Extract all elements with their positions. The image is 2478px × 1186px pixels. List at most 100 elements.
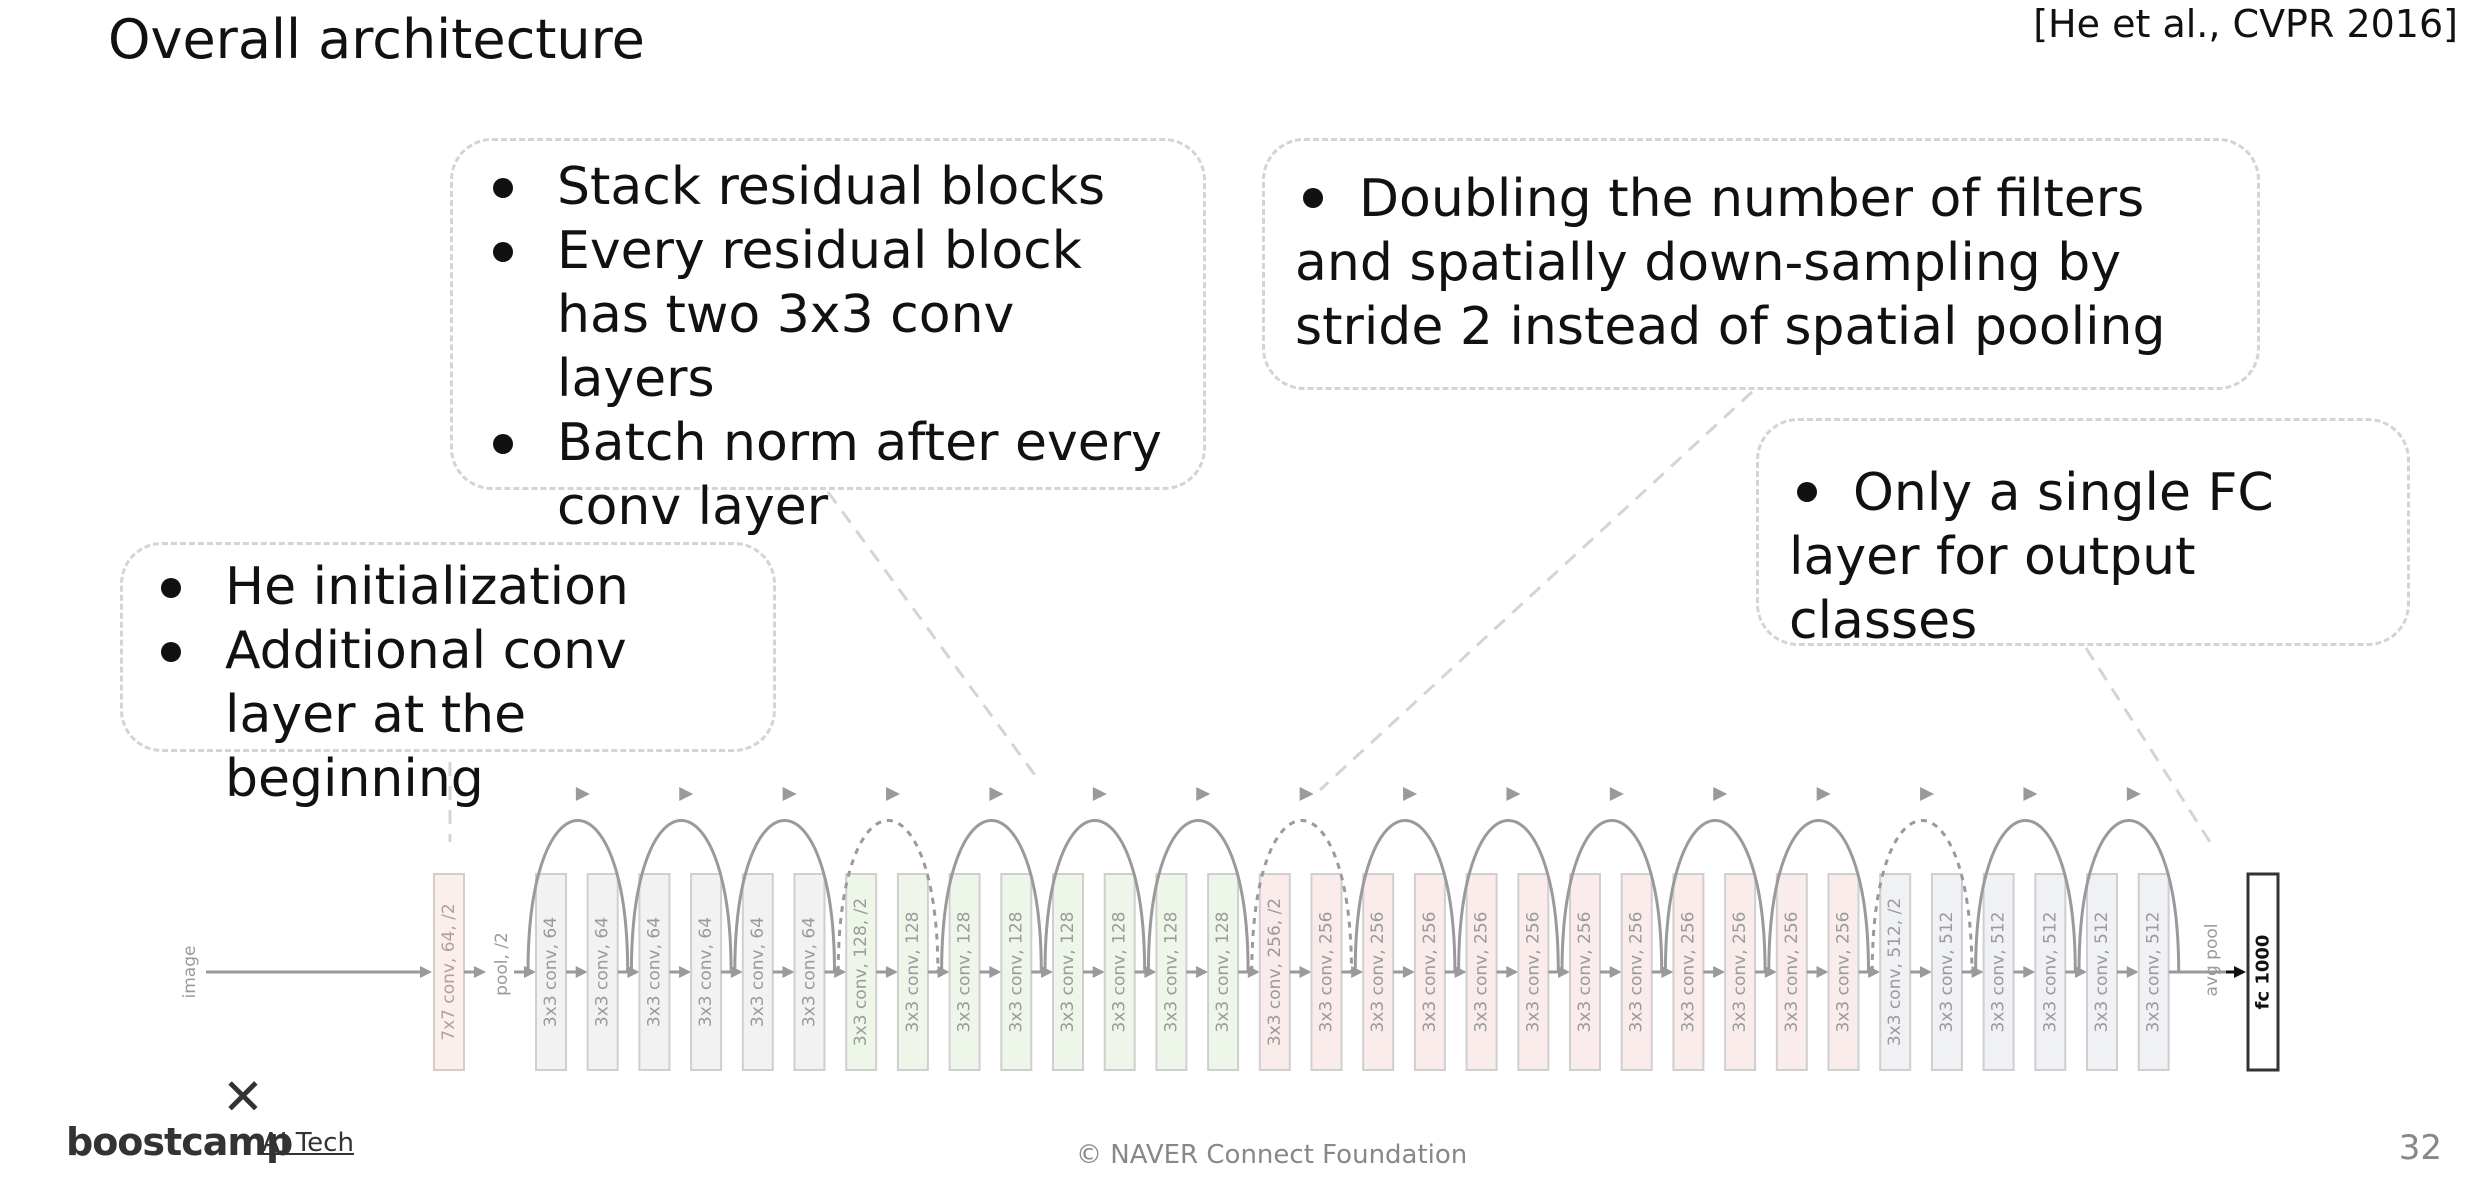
- layer-label: 3x3 conv, 512: [1989, 912, 2009, 1033]
- layer-label: 3x3 conv, 64: [541, 917, 561, 1027]
- slide-title: Overall architecture: [108, 8, 645, 71]
- skip-connection: [1560, 819, 1664, 973]
- skip-connection-dashed: [1250, 819, 1353, 973]
- boostcamp-logo-word: boostcamp: [66, 1120, 293, 1164]
- residual-item-3: Batch norm after every conv layer: [485, 411, 1183, 539]
- arrowhead-icon: [782, 787, 797, 801]
- layer-label: 3x3 conv, 64: [800, 917, 820, 1027]
- layer-label: 3x3 conv, 128: [1006, 912, 1026, 1033]
- arrowhead-icon: [782, 966, 795, 978]
- pool-label: pool, /2: [492, 932, 512, 996]
- skip-connection: [526, 819, 630, 973]
- bullet-icon: [1303, 188, 1323, 208]
- arrowhead-icon: [1299, 787, 1314, 801]
- layer-box: [1775, 873, 1808, 1071]
- layer-label: 3x3 conv, 256: [1627, 912, 1647, 1033]
- arrowhead-icon: [2023, 966, 2036, 978]
- callout-connectors: [448, 390, 2212, 843]
- arrowhead-icon: [420, 966, 432, 978]
- avg-pool-label: avg pool: [2202, 924, 2222, 997]
- skip-connection: [1043, 819, 1147, 973]
- layer-label: 3x3 conv, 256: [1420, 912, 1440, 1033]
- layer-box: [2137, 873, 2170, 1071]
- arrowhead-icon: [1196, 787, 1211, 801]
- skip-connection: [1457, 819, 1560, 973]
- layer-box: [1362, 873, 1395, 1071]
- downsampling-label: Doubling the number of filters and spati…: [1295, 169, 2166, 357]
- network-layers: image 7x7 conv, 64, /2 pool, /2 3x3 conv, 6…: [180, 787, 2280, 1072]
- layer-box: [1465, 873, 1498, 1071]
- downsampling-text: Doubling the number of filters and spati…: [1295, 167, 2233, 359]
- layer-label: 3x3 conv, 128: [955, 912, 975, 1033]
- layer-label: 3x3 conv, 64: [644, 917, 664, 1027]
- layer-label: 3x3 conv, 256: [1782, 912, 1802, 1033]
- layer-fc: [2246, 872, 2280, 1072]
- init-item-2: Additional conv layer at the beginning: [153, 619, 753, 811]
- arrowhead-icon: [1247, 966, 1260, 978]
- init-item-1: He initialization: [153, 555, 753, 619]
- layer-box: [2034, 873, 2067, 1071]
- layer-box: [896, 873, 929, 1071]
- layer-first-conv: [433, 873, 465, 1071]
- skip-connection-dashed: [1870, 819, 1974, 973]
- bullet-icon: [1797, 482, 1817, 502]
- arrowhead-icon: [1764, 966, 1777, 978]
- layer-label: 3x3 conv, 128: [1213, 912, 1233, 1033]
- layer-label: 3x3 conv, 64: [696, 917, 716, 1027]
- page-number: 32: [2398, 1128, 2442, 1168]
- layer-box: [690, 873, 723, 1071]
- arrowhead-icon: [1351, 966, 1364, 978]
- layer-label: 3x3 conv, 128: [1161, 912, 1181, 1033]
- arrowhead-icon: [679, 787, 694, 801]
- callout-initialization: He initialization Additional conv layer …: [120, 542, 776, 809]
- layer-label: 3x3 conv, 256: [1472, 912, 1492, 1033]
- arrowhead-icon: [474, 966, 486, 978]
- arrowhead-icon: [679, 966, 692, 978]
- layer-label: 3x3 conv, 512: [2040, 912, 2060, 1033]
- arrowhead-icon: [575, 966, 588, 978]
- arrowhead-icon: [989, 966, 1002, 978]
- arrowhead-icon: [575, 787, 590, 801]
- layer-box: [741, 873, 774, 1071]
- layer-label: 3x3 conv, 64: [593, 917, 613, 1027]
- layer-box: [845, 873, 878, 1071]
- layer-label: 3x3 conv, 256: [1368, 912, 1388, 1033]
- connector-residual: [826, 491, 1042, 783]
- layer-label: 3x3 conv, 256: [1317, 912, 1337, 1033]
- residual-item-2: Every residual block has two 3x3 conv la…: [485, 219, 1183, 411]
- callout-residual-blocks: Stack residual blocks Every residual blo…: [450, 138, 1206, 537]
- layer-label: 3x3 conv, 512: [2144, 912, 2164, 1033]
- input-image-label: image: [180, 946, 200, 999]
- arrowhead-icon: [2023, 787, 2038, 801]
- boostcamp-logo-mark: ✕: [222, 1068, 264, 1126]
- arrowhead-icon: [1713, 966, 1726, 978]
- layer-box: [1724, 873, 1757, 1071]
- arrowhead-icon: [1713, 787, 1728, 801]
- layer-box: [1517, 873, 1550, 1071]
- residual-item-1: Stack residual blocks: [485, 155, 1183, 219]
- layer-label: 3x3 conv, 256, /2: [1265, 898, 1285, 1046]
- citation: [He et al., CVPR 2016]: [2033, 2, 2458, 46]
- arrowhead-icon: [524, 966, 536, 978]
- arrowhead-icon: [989, 787, 1004, 801]
- layer-box: [1879, 873, 1912, 1071]
- callout-fc-layer: Only a single FC layer for output classe…: [1756, 418, 2410, 651]
- arrowhead-icon: [1971, 966, 1984, 978]
- arrowhead-icon: [1092, 966, 1105, 978]
- layer-box: [535, 873, 567, 1071]
- layer-box: [1052, 873, 1084, 1071]
- layer-box: [1569, 873, 1601, 1071]
- skip-connection: [1767, 819, 1870, 973]
- layer-box: [1103, 873, 1136, 1071]
- skip-connection: [940, 819, 1043, 973]
- arrowhead-icon: [1196, 966, 1209, 978]
- layer-box: [793, 873, 826, 1071]
- arrowhead-icon: [886, 787, 901, 801]
- arrowhead-icon: [1092, 787, 1107, 801]
- arrowhead-icon: [1299, 966, 1312, 978]
- skip-connection: [1353, 819, 1457, 973]
- layer-label: 3x3 conv, 512: [2092, 912, 2112, 1033]
- layer-label: 3x3 conv, 512: [1937, 912, 1957, 1033]
- layer-box: [638, 873, 671, 1071]
- layer-label: 3x3 conv, 256: [1730, 912, 1750, 1033]
